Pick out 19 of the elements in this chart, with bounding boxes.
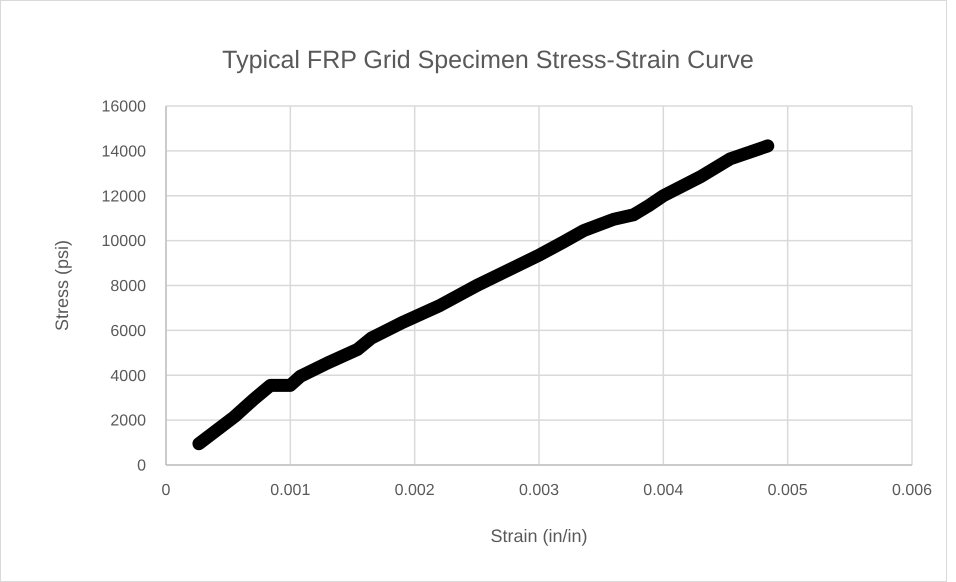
x-tick-label: 0.003 <box>518 482 560 499</box>
y-tick-label: 6000 <box>110 322 146 340</box>
y-tick-label: 0 <box>137 458 146 475</box>
y-tick-label: 8000 <box>110 278 146 296</box>
x-tick-label: 0.005 <box>768 482 808 499</box>
x-tick-label: 0.002 <box>394 482 435 499</box>
y-tick-label: 2000 <box>110 412 146 430</box>
x-tick-label: 0.006 <box>892 482 932 499</box>
y-tick-label: 4000 <box>110 368 146 385</box>
x-tick-label: 0 <box>162 482 171 499</box>
y-tick-label: 10000 <box>102 233 146 250</box>
y-tick-label: 14000 <box>102 143 146 160</box>
x-tick-label: 0.004 <box>643 482 684 499</box>
chart-title: Typical FRP Grid Specimen Stress-Strain Curve <box>222 46 754 74</box>
y-axis-title: Stress (psi) <box>52 240 72 332</box>
x-axis-title: Strain (in/in) <box>490 526 588 546</box>
x-tick-label: 0.001 <box>270 482 310 499</box>
y-tick-label: 16000 <box>102 98 146 116</box>
y-tick-label: 12000 <box>102 188 146 206</box>
